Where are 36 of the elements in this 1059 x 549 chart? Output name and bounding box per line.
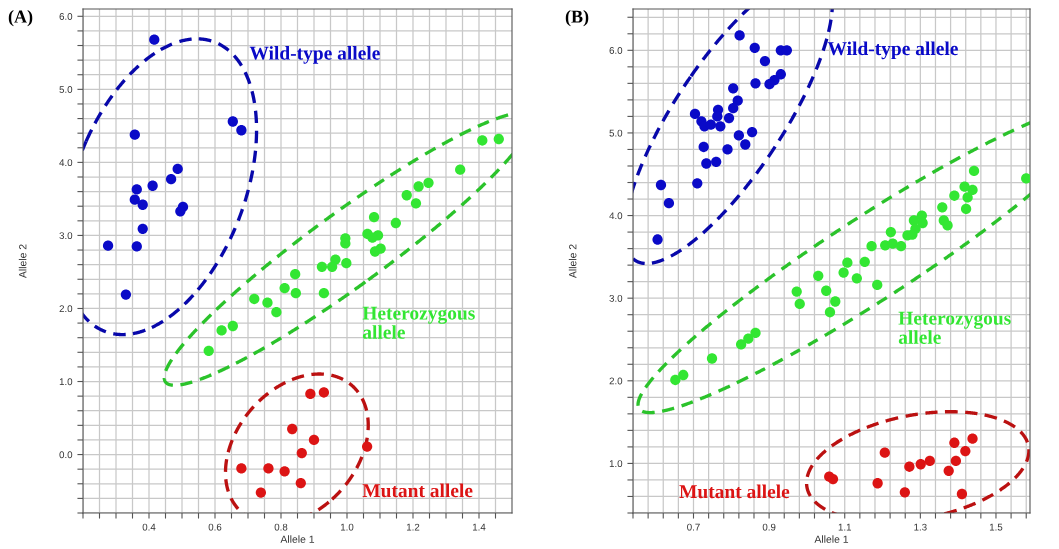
y-tick-label: 3.0 [59, 232, 73, 240]
y-axis-title: Allele 2 [18, 244, 27, 279]
x-tick-label: 0.4 [142, 523, 156, 531]
y-tick-label: 1.0 [59, 378, 73, 386]
x-tick-label: 1.2 [406, 523, 420, 531]
y-tick-label: 2.0 [59, 305, 73, 313]
annotation: Mutant allele [679, 484, 790, 499]
x-tick-label: 0.8 [274, 523, 288, 531]
annotation: Heterozygous allele [898, 311, 1011, 344]
x-tick-label: 1.0 [340, 523, 354, 531]
y-tick-label: 5.0 [59, 86, 73, 93]
y-tick-label: 5.0 [609, 129, 623, 137]
x-tick-label: 1.5 [989, 523, 1003, 531]
x-tick-label: 0.7 [687, 523, 700, 531]
x-tick-label: 1.3 [914, 523, 927, 531]
y-tick-label: 1.0 [609, 460, 623, 468]
x-axis-title: Allele 1 [280, 535, 315, 543]
x-axis-title: Allele 1 [814, 535, 849, 543]
y-tick-label: 6.0 [59, 13, 73, 20]
y-tick-label: 4.0 [609, 212, 623, 220]
x-tick-label: 0.9 [762, 523, 776, 531]
x-tick-label: 0.6 [208, 523, 222, 531]
y-tick-label: 6.0 [609, 47, 623, 54]
annotation: Wild-type allele [249, 46, 380, 64]
annotation: Heterozygous allele [362, 306, 475, 339]
y-tick-label: 4.0 [59, 159, 73, 167]
y-axis-title: Allele 2 [568, 244, 577, 279]
chart-title: (B) [565, 10, 589, 27]
chart-title: (A) [8, 10, 33, 27]
annotation: Wild-type allele [827, 41, 958, 60]
x-tick-label: 1.1 [838, 523, 852, 531]
x-tick-label: 1.4 [472, 523, 486, 531]
y-tick-label: 2.0 [609, 377, 623, 385]
annotation: Mutant allele [362, 483, 473, 498]
y-tick-label: 0.0 [59, 451, 73, 459]
y-tick-label: 3.0 [609, 294, 623, 302]
